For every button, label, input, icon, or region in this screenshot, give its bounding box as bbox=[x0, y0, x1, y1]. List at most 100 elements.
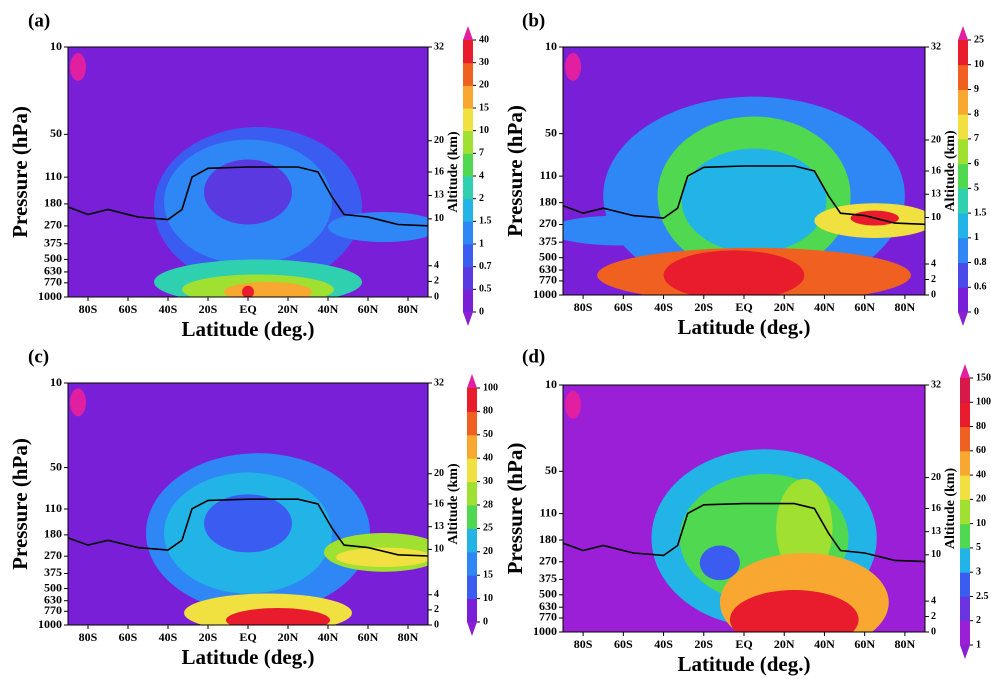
y-tick-label: 270 bbox=[539, 554, 557, 568]
y2-tick-label: 16 bbox=[434, 166, 444, 177]
colorbar-segment bbox=[463, 198, 473, 222]
y-tick-label: 630 bbox=[539, 262, 557, 276]
x-tick-label: 40S bbox=[159, 302, 178, 316]
contour-region bbox=[224, 282, 312, 297]
colorbar-label: 10 bbox=[976, 518, 986, 529]
y2-tick-label: 32 bbox=[931, 41, 941, 52]
colorbar-label: 0.5 bbox=[479, 284, 492, 295]
tropopause-line bbox=[563, 502, 925, 563]
panel-label: (b) bbox=[522, 10, 545, 31]
colorbar-label: 20 bbox=[483, 546, 493, 557]
x-axis-title: Latitude (deg.) bbox=[678, 315, 811, 339]
y-tick-label: 50 bbox=[545, 125, 557, 139]
colorbar-label: 0 bbox=[974, 306, 979, 317]
colorbar-label: 80 bbox=[483, 406, 493, 417]
y-tick-label: 1000 bbox=[38, 289, 62, 303]
y-tick-label: 180 bbox=[539, 194, 557, 208]
y-tick-label: 375 bbox=[539, 234, 557, 248]
y-axis-title: Pressure (hPa) bbox=[8, 438, 32, 570]
colorbar-segment bbox=[958, 287, 968, 313]
y2-tick-label: 20 bbox=[434, 468, 444, 479]
panel-label: (d) bbox=[522, 346, 545, 367]
colorbar-label: 15 bbox=[483, 569, 493, 580]
colorbar-segment bbox=[463, 62, 473, 86]
x-axis-title: Latitude (deg.) bbox=[678, 652, 811, 676]
x-tick-label: EQ bbox=[735, 300, 752, 314]
colorbar-label: 1 bbox=[479, 238, 484, 249]
y-tick-label: 180 bbox=[539, 532, 557, 546]
colorbar-label: 1.5 bbox=[974, 207, 987, 218]
y2-tick-label: 4 bbox=[931, 258, 936, 269]
y2-tick-label: 13 bbox=[931, 189, 941, 200]
colorbar-under bbox=[467, 622, 477, 636]
contour-region bbox=[336, 547, 428, 567]
colorbar-segment bbox=[960, 378, 970, 403]
y-tick-label: 1000 bbox=[533, 624, 557, 638]
colorbar-label: 40 bbox=[479, 34, 489, 45]
colorbar-segment bbox=[467, 458, 477, 483]
x-tick-label: 20S bbox=[694, 300, 713, 314]
colorbar-segment bbox=[960, 596, 970, 622]
contour-field bbox=[563, 385, 925, 632]
colorbar-segment bbox=[467, 551, 477, 576]
colorbar-label: 5 bbox=[974, 183, 979, 194]
y-tick-label: 500 bbox=[44, 251, 62, 265]
colorbar-segment bbox=[467, 411, 477, 436]
colorbar-segment bbox=[960, 620, 970, 646]
colorbar-label: 0.6 bbox=[974, 282, 987, 293]
panel-label: (c) bbox=[28, 346, 49, 367]
contour-region bbox=[565, 52, 582, 81]
x-tick-label: 20N bbox=[278, 630, 299, 644]
x-tick-label: 60N bbox=[854, 300, 875, 314]
contour-field bbox=[563, 47, 925, 295]
y2-tick-label: 10 bbox=[434, 213, 444, 224]
y2-tick-label: 4 bbox=[931, 595, 936, 606]
colorbar-segment bbox=[960, 402, 970, 428]
colorbar-segment bbox=[463, 244, 473, 268]
contour-field bbox=[68, 47, 428, 297]
colorbar-label: 10 bbox=[483, 593, 493, 604]
y2-tick-label: 32 bbox=[434, 377, 444, 388]
y-tick-label: 10 bbox=[50, 39, 62, 53]
colorbar-label: 0.7 bbox=[479, 261, 492, 272]
x-tick-label: 60N bbox=[854, 637, 875, 651]
colorbar-label: 1 bbox=[976, 639, 981, 650]
contour-region bbox=[70, 388, 86, 417]
colorbar-label: 3 bbox=[976, 566, 981, 577]
y-tick-label: 500 bbox=[44, 580, 62, 594]
x-tick-label: 80N bbox=[895, 637, 916, 651]
colorbar-label: 8 bbox=[974, 108, 979, 119]
tropopause-line bbox=[563, 165, 925, 226]
y-tick-label: 270 bbox=[44, 548, 62, 562]
y2-tick-label: 2 bbox=[931, 611, 936, 622]
colorbar-label: 40 bbox=[483, 452, 493, 463]
x-tick-label: EQ bbox=[735, 637, 752, 651]
y-tick-label: 10 bbox=[50, 375, 62, 389]
x-tick-label: 60S bbox=[614, 300, 633, 314]
y-tick-label: 180 bbox=[44, 527, 62, 541]
y-tick-label: 630 bbox=[44, 264, 62, 278]
colorbar-segment bbox=[960, 499, 970, 525]
colorbar-label: 2.5 bbox=[976, 591, 989, 602]
y-tick-label: 375 bbox=[44, 565, 62, 579]
y2-tick-label: 0 bbox=[931, 626, 936, 637]
contour-region bbox=[729, 590, 859, 632]
x-tick-label: 80S bbox=[79, 302, 98, 316]
x-tick-label: 80S bbox=[574, 637, 593, 651]
contour-region bbox=[663, 250, 805, 295]
y-tick-label: 770 bbox=[44, 603, 62, 617]
contour-region bbox=[204, 159, 292, 225]
x-tick-label: 60N bbox=[358, 302, 379, 316]
colorbar-label: 7 bbox=[479, 148, 484, 159]
colorbar-segment bbox=[958, 237, 968, 264]
y2-tick-label: 13 bbox=[931, 526, 941, 537]
colorbar-segment bbox=[463, 130, 473, 154]
x-tick-label: 20N bbox=[278, 302, 299, 316]
colorbar-label: 150 bbox=[976, 372, 991, 383]
colorbar-label: 30 bbox=[483, 476, 493, 487]
y2-tick-label: 0 bbox=[434, 291, 439, 302]
y2-tick-label: 20 bbox=[931, 472, 941, 483]
y2-tick-label: 13 bbox=[434, 521, 444, 532]
y-tick-label: 270 bbox=[44, 218, 62, 232]
colorbar-segment bbox=[463, 289, 473, 313]
